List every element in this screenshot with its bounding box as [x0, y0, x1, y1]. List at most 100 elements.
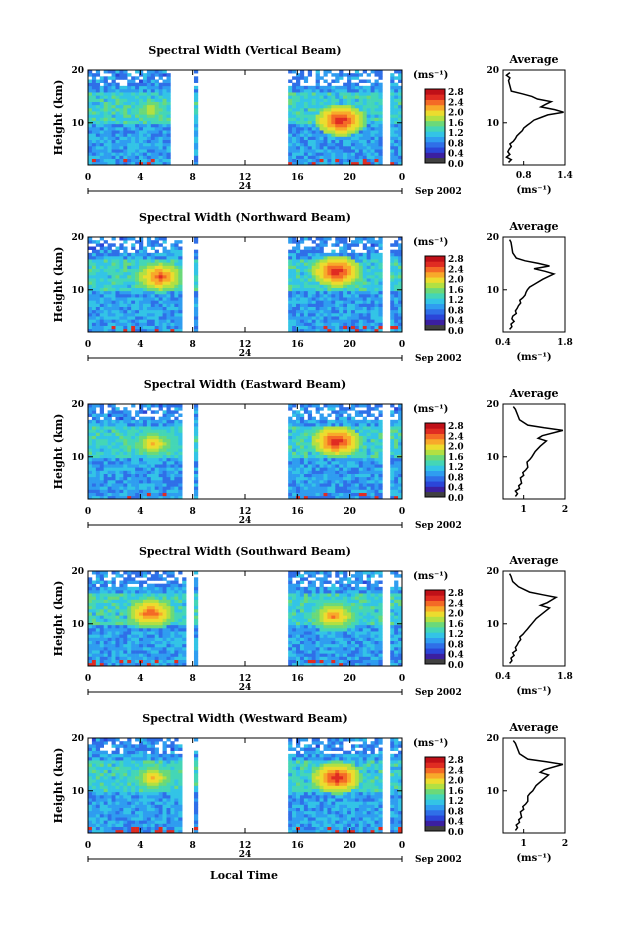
- heatmap-cell: [354, 252, 360, 257]
- heatmap-cell: [193, 249, 199, 254]
- heatmap-cell: [166, 101, 171, 106]
- heatmap-cell: [154, 82, 159, 87]
- heatmap-cell: [315, 265, 320, 269]
- heatmap-cell: [127, 593, 132, 597]
- heatmap-cell: [292, 76, 297, 80]
- heatmap-cell: [315, 111, 320, 115]
- heatmap-cell: [358, 495, 364, 500]
- heatmap-cell: [103, 246, 108, 250]
- heatmap-cell: [119, 621, 124, 626]
- heatmap-cell: [292, 287, 297, 292]
- heatmap-cell: [362, 120, 367, 125]
- heatmap-cell: [162, 426, 167, 430]
- heatmap-cell: [91, 246, 97, 250]
- heatmap-cell: [362, 149, 367, 153]
- heatmap-cell: [370, 246, 375, 250]
- heatmap-cell: [131, 252, 136, 257]
- heatmap-cell: [131, 127, 136, 131]
- heatmap-cell: [123, 605, 128, 610]
- heatmap-cell: [311, 294, 316, 298]
- heatmap-cell: [139, 130, 144, 134]
- heatmap-cell: [311, 328, 316, 333]
- heatmap-cell: [339, 108, 344, 112]
- heatmap-cell: [299, 240, 305, 244]
- heatmap-cell: [131, 101, 136, 106]
- heatmap-cell: [154, 325, 159, 330]
- heatmap-cell: [339, 432, 344, 436]
- heatmap-cell: [115, 325, 120, 330]
- heatmap-cell: [103, 104, 108, 109]
- heatmap-cell: [146, 252, 152, 257]
- heatmap-cell: [135, 130, 140, 134]
- heatmap-cell: [358, 73, 364, 77]
- heatmap-cell: [135, 621, 140, 626]
- heatmap-cell: [315, 442, 320, 446]
- heatmap-cell: [99, 634, 104, 638]
- heatmap-cell: [127, 637, 132, 641]
- heatmap-cell: [150, 432, 156, 436]
- heatmap-cell: [103, 101, 108, 106]
- heatmap-cell: [323, 426, 328, 430]
- heatmap-cell: [193, 426, 199, 430]
- heatmap-cell: [350, 316, 356, 320]
- heatmap-cell: [193, 476, 199, 481]
- heatmap-cell: [339, 442, 344, 446]
- heatmap-cell: [350, 111, 356, 115]
- heatmap-cell: [107, 621, 112, 626]
- heatmap-cell: [107, 319, 112, 323]
- heatmap-cell: [299, 278, 305, 282]
- heatmap-cell: [158, 489, 163, 493]
- heatmap-cell: [311, 287, 316, 292]
- heatmap-cell: [88, 130, 93, 134]
- heatmap-cell: [394, 101, 399, 106]
- heatmap-cell: [398, 155, 403, 159]
- heatmap-cell: [154, 297, 159, 301]
- heatmap-cell: [315, 136, 320, 140]
- heatmap-cell: [115, 319, 120, 323]
- heatmap-cell: [154, 133, 159, 137]
- heatmap-cell: [115, 249, 120, 254]
- heatmap-cell: [146, 432, 152, 436]
- heatmap-cell: [347, 303, 352, 307]
- heatmap-cell: [95, 483, 101, 487]
- heatmap-cell: [135, 98, 140, 102]
- heatmap-cell: [292, 486, 297, 490]
- heatmap-cell: [299, 297, 305, 301]
- heatmap-cell: [366, 146, 371, 150]
- heatmap-cell: [158, 281, 163, 285]
- heatmap-cell: [354, 240, 360, 244]
- heatmap-cell: [131, 429, 136, 433]
- heatmap-cell: [394, 111, 399, 115]
- heatmap-cell: [150, 325, 156, 330]
- heatmap-cell: [119, 117, 124, 121]
- heatmap-cell: [398, 316, 403, 320]
- heatmap-cell: [354, 161, 360, 166]
- heatmap-cell: [311, 473, 316, 478]
- heatmap-cell: [366, 120, 371, 125]
- heatmap-cell: [123, 287, 128, 292]
- heatmap-cell: [327, 451, 332, 455]
- heatmap-cell: [119, 423, 124, 427]
- heatmap-cell: [158, 152, 163, 156]
- heatmap-cell: [358, 271, 364, 276]
- heatmap-cell: [135, 599, 140, 603]
- heatmap-cell: [398, 328, 403, 333]
- heatmap-cell: [327, 155, 332, 159]
- heatmap-cell: [150, 656, 156, 660]
- heatmap-cell: [374, 300, 379, 304]
- heatmap-cell: [91, 407, 97, 411]
- heatmap-cell: [370, 262, 375, 266]
- heatmap-cell: [315, 423, 320, 427]
- heatmap-cell: [119, 596, 124, 600]
- heatmap-cell: [347, 111, 352, 115]
- heatmap-cell: [150, 92, 156, 96]
- heatmap-cell: [343, 243, 348, 247]
- heatmap-cell: [139, 410, 144, 414]
- heatmap-cell: [193, 492, 199, 497]
- heatmap-cell: [350, 461, 356, 465]
- heatmap-cell: [139, 643, 144, 648]
- heatmap-cell: [91, 76, 97, 80]
- heatmap-cell: [398, 407, 403, 411]
- heatmap-cell: [374, 303, 379, 307]
- heatmap-cell: [303, 290, 309, 295]
